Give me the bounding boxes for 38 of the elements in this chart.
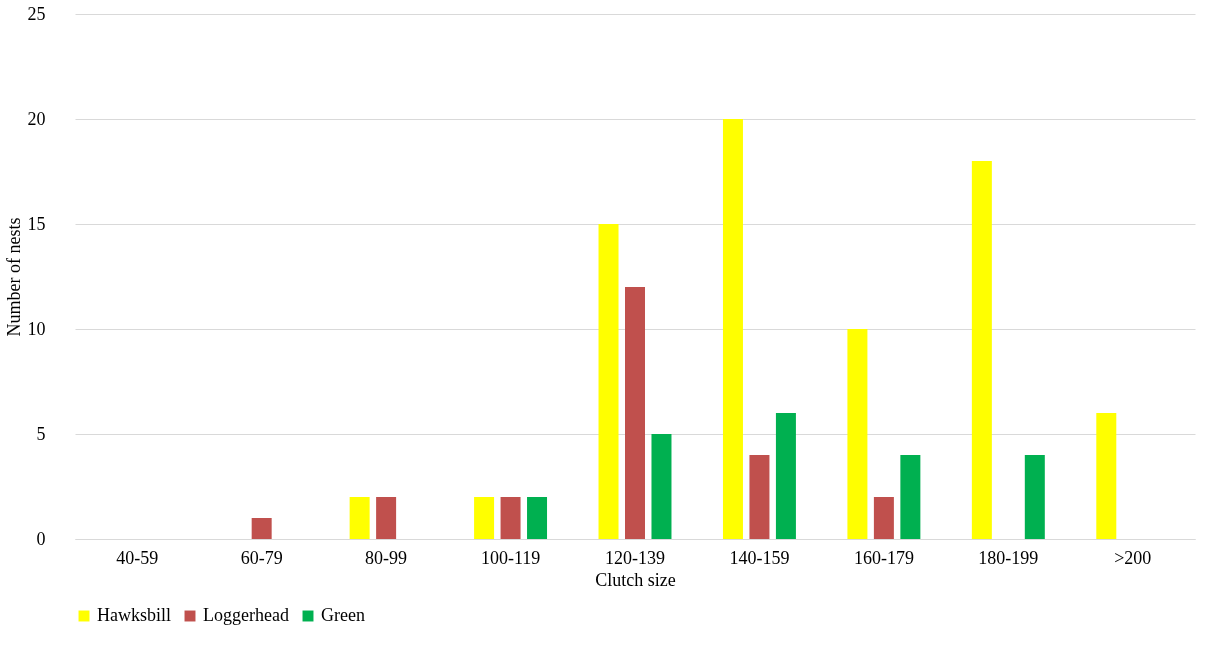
- bar: [251, 518, 272, 539]
- x-tick-label: 40-59: [116, 547, 159, 568]
- x-tick-label: 80-99: [365, 547, 408, 568]
- x-tick-label: >200: [1114, 547, 1152, 568]
- bar: [971, 161, 992, 539]
- bar: [474, 497, 495, 539]
- y-axis-title: Number of nests: [3, 217, 24, 337]
- bar: [873, 497, 894, 539]
- y-tick-label: 5: [36, 423, 46, 444]
- x-axis-title: Clutch size: [595, 569, 676, 590]
- bar: [651, 434, 672, 539]
- y-tick-label: 20: [27, 108, 46, 129]
- bar: [500, 497, 521, 539]
- bar: [847, 329, 868, 539]
- x-tick-label: 120-139: [605, 547, 665, 568]
- bar: [900, 455, 921, 539]
- bar: [349, 497, 370, 539]
- y-tick-label: 0: [36, 528, 46, 549]
- x-tick-label: 100-119: [480, 547, 541, 568]
- bar: [1096, 413, 1117, 539]
- bar: [1024, 455, 1045, 539]
- x-tick-label: 60-79: [240, 547, 283, 568]
- legend-label: Loggerhead: [203, 605, 289, 625]
- legend-label: Hawksbill: [97, 605, 171, 625]
- y-tick-label: 10: [27, 318, 46, 339]
- bar: [527, 497, 548, 539]
- bar: [625, 287, 645, 539]
- legend-label: Green: [321, 605, 365, 625]
- bar: [749, 455, 770, 539]
- x-tick-label: 180-199: [978, 547, 1039, 568]
- y-tick-label: 25: [27, 3, 46, 24]
- bar: [376, 497, 397, 539]
- x-tick-label: 140-159: [729, 547, 790, 568]
- bar: [775, 413, 796, 539]
- y-tick-label: 15: [27, 213, 46, 234]
- bar: [722, 119, 743, 539]
- x-tick-label: 160-179: [853, 547, 914, 568]
- bar: [598, 224, 619, 539]
